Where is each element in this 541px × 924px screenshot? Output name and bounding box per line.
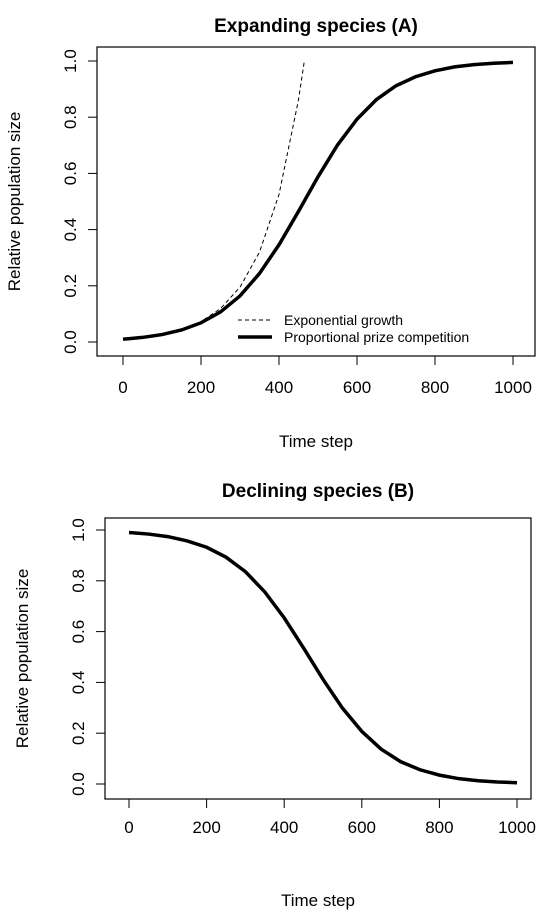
x-tick-label: 400: [265, 378, 293, 397]
y-tick-label: 0.0: [69, 772, 88, 796]
y-tick-label: 0.8: [61, 105, 80, 129]
x-tick-label: 1000: [494, 378, 532, 397]
y-tick-label: 0.4: [69, 671, 88, 695]
x-tick-label: 200: [187, 378, 215, 397]
y-axis-label: Relative population size: [13, 569, 32, 749]
x-tick-label: 0: [118, 378, 127, 397]
x-tick-label: 200: [192, 818, 220, 837]
chart-title: Declining species (B): [222, 481, 414, 502]
legend-label: Exponential growth: [284, 312, 403, 328]
x-tick-label: 1000: [498, 818, 536, 837]
y-tick-label: 0.2: [61, 274, 80, 298]
x-tick-label: 600: [348, 818, 376, 837]
x-tick-label: 400: [270, 818, 298, 837]
y-tick-label: 0.2: [69, 721, 88, 745]
plot-box: [96, 46, 536, 357]
y-tick-label: 0.4: [61, 218, 80, 242]
series-line: [128, 530, 518, 785]
y-tick-label: 1.0: [69, 518, 88, 542]
y-tick-label: 0.0: [61, 330, 80, 354]
legend-label: Proportional prize competition: [284, 329, 469, 345]
y-tick-label: 0.6: [61, 162, 80, 186]
y-axis-label: Relative population size: [5, 112, 24, 292]
plot-box: [104, 517, 532, 800]
x-tick-label: 600: [343, 378, 371, 397]
x-axis-label: Time step: [279, 432, 353, 451]
series-line: [122, 60, 514, 341]
x-axis-label: Time step: [281, 891, 355, 910]
y-tick-label: 0.6: [69, 620, 88, 644]
y-tick-label: 1.0: [61, 49, 80, 73]
x-tick-label: 800: [421, 378, 449, 397]
x-tick-label: 0: [124, 818, 133, 837]
chart-title: Expanding species (A): [214, 16, 418, 37]
y-tick-label: 0.8: [69, 569, 88, 593]
x-tick-label: 800: [425, 818, 453, 837]
series-line: [122, 60, 305, 340]
